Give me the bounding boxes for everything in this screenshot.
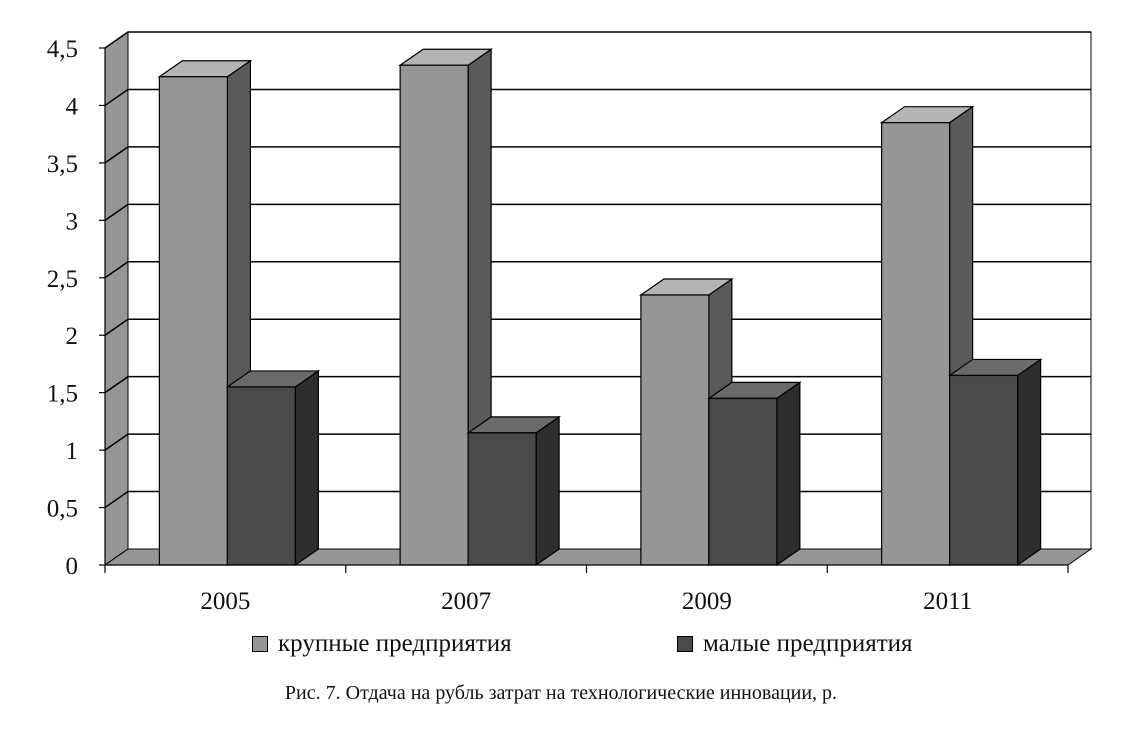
bar: [879, 105, 975, 567]
legend-label-large: крупные предприятия: [278, 630, 512, 657]
bar: [947, 358, 1043, 567]
axes: [99, 47, 1069, 573]
bar-side-face: [1017, 358, 1042, 567]
bar: [225, 369, 321, 567]
gridline: [104, 261, 1091, 279]
legend-swatch-small: [677, 636, 693, 652]
figure-caption: Рис. 7. Отдача на рубль затрат на технол…: [284, 682, 838, 704]
side-wall: [104, 31, 129, 566]
gridline: [104, 31, 1091, 49]
y-tick-label: 1,5: [47, 381, 78, 408]
gridline: [104, 318, 1091, 336]
x-tick-label: 2011: [923, 588, 972, 615]
bar-chart: 0 0,5 1 1,5 2 2,5 3 3,5 4 4,5 2005 2007 2009 2011: [47, 31, 1093, 615]
y-axis-tick-labels: 0 0,5 1 1,5 2 2,5 3 3,5 4 4,5: [47, 36, 79, 580]
legend: крупные предприятия малые предприятия: [0, 630, 1122, 660]
bar-front-face: [949, 374, 1019, 566]
x-axis-tick-labels: 2005 2007 2009 2011: [200, 588, 972, 615]
bars: [157, 48, 1043, 567]
legend-item-small: малые предприятия: [677, 630, 913, 658]
bar-front-face: [640, 294, 710, 566]
bar: [706, 381, 802, 567]
y-tick-label: 4: [66, 93, 79, 120]
x-tick-label: 2005: [200, 588, 250, 615]
y-tick-label: 0: [66, 553, 79, 580]
bar-side-face: [294, 369, 319, 567]
y-tick-label: 1: [66, 438, 79, 465]
bar-side-face: [776, 381, 801, 567]
gridline: [104, 88, 1091, 107]
gridline: [104, 146, 1091, 164]
y-tick-label: 3,5: [47, 151, 78, 178]
y-tick-label: 2,5: [47, 266, 78, 293]
bar-front-face: [399, 64, 469, 566]
y-tick-label: 4,5: [47, 36, 78, 63]
y-tick-label: 3: [66, 208, 79, 235]
bar-front-face: [881, 122, 951, 566]
gridline: [104, 375, 1091, 394]
x-tick-label: 2009: [682, 588, 732, 615]
bar-side-face: [535, 415, 560, 567]
bar-front-face: [467, 432, 537, 566]
bar: [466, 415, 562, 567]
bar-front-face: [226, 386, 296, 566]
gridline: [104, 203, 1091, 221]
bar-front-face: [158, 76, 228, 566]
x-tick-label: 2007: [441, 588, 491, 615]
y-tick-label: 0,5: [47, 496, 78, 523]
bar-front-face: [708, 397, 778, 566]
y-tick-label: 2: [66, 323, 79, 350]
legend-swatch-large: [252, 636, 268, 652]
legend-item-large: крупные предприятия: [252, 630, 512, 658]
legend-label-small: малые предприятия: [703, 630, 913, 657]
